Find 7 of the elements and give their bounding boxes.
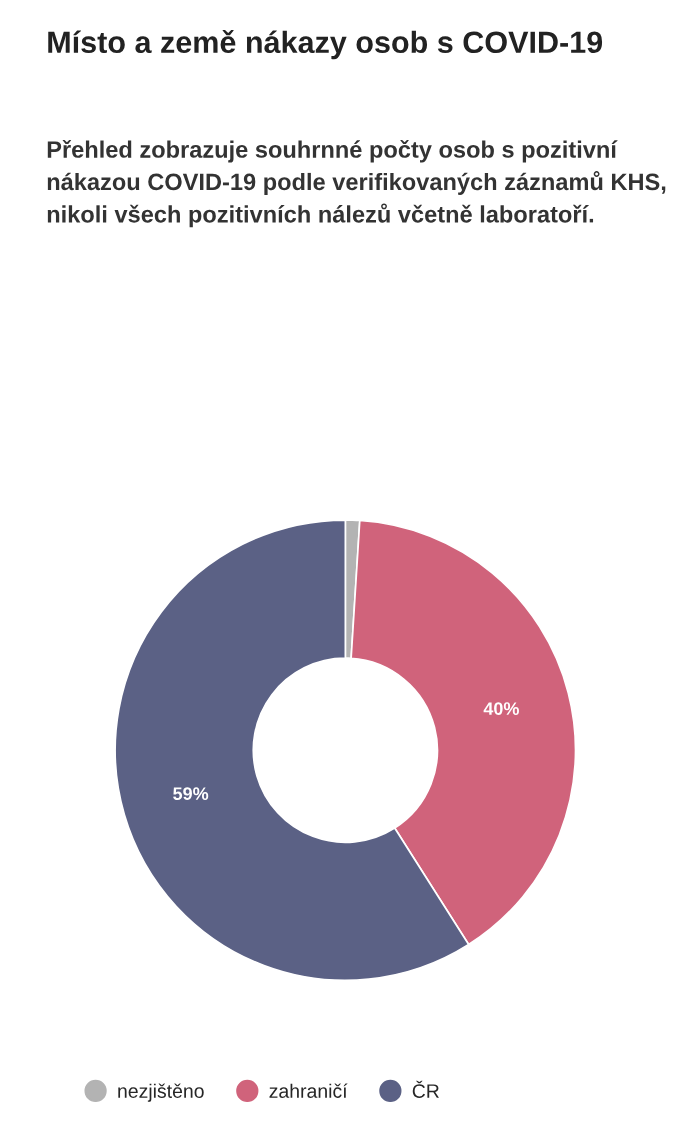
data-label: 59% [173, 787, 209, 801]
legend-label: nezjištěno [118, 1083, 204, 1102]
data-label: 40% [483, 702, 519, 715]
legend-label: zahraničí [269, 1083, 348, 1098]
legend-label: ČR [412, 1080, 439, 1098]
chart-title: Místo a země nákazy osob s COVID-19 [48, 30, 603, 60]
chart-subtitle: Přehled zobrazuje souhrnné počty osob s pozitivní nákazou COVID-19 podle verifikovaných záznamů KHS, nikoli všech pozitivních nálezů včetně laboratoří. [47, 140, 666, 228]
